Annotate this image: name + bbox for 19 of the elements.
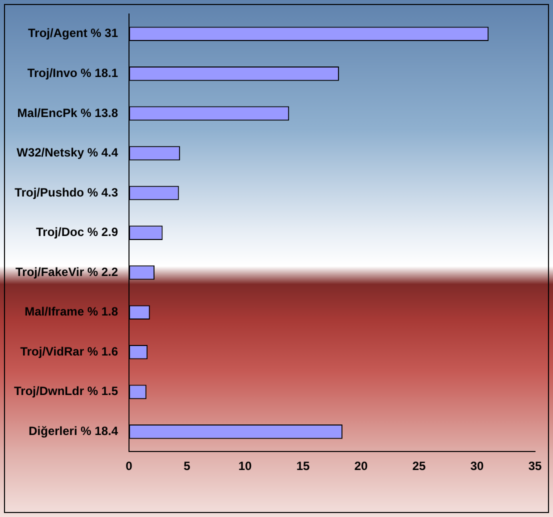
x-tick-label: 5: [184, 459, 191, 474]
x-tick-label: 15: [296, 459, 310, 474]
y-tick-label: Diğerleri % 18.4: [28, 424, 118, 438]
y-tick-label: Troj/Invo % 18.1: [27, 66, 118, 80]
y-tick-label: Troj/Doc % 2.9: [36, 225, 118, 240]
y-tick-label: Troj/DwnLdr % 1.5: [14, 384, 118, 398]
y-tick-label: Troj/Agent % 31: [28, 26, 118, 40]
x-tick-label: 10: [238, 459, 252, 474]
y-tick-label: W32/Netsky % 4.4: [16, 146, 118, 160]
x-tick-label: 30: [470, 459, 484, 474]
x-tick-label: 0: [126, 459, 133, 474]
x-tick-label: 20: [354, 459, 368, 474]
y-tick-label: Mal/EncPk % 13.8: [17, 106, 118, 120]
y-tick-label: Troj/FakeVir % 2.2: [16, 264, 118, 279]
y-tick-label: Troj/VidRar % 1.6: [20, 344, 118, 358]
y-tick-label: Mal/Iframe % 1.8: [24, 304, 118, 319]
x-tick-label: 25: [412, 459, 426, 474]
y-tick-label: Troj/Pushdo % 4.3: [14, 185, 118, 200]
x-tick-label: 35: [528, 459, 542, 474]
